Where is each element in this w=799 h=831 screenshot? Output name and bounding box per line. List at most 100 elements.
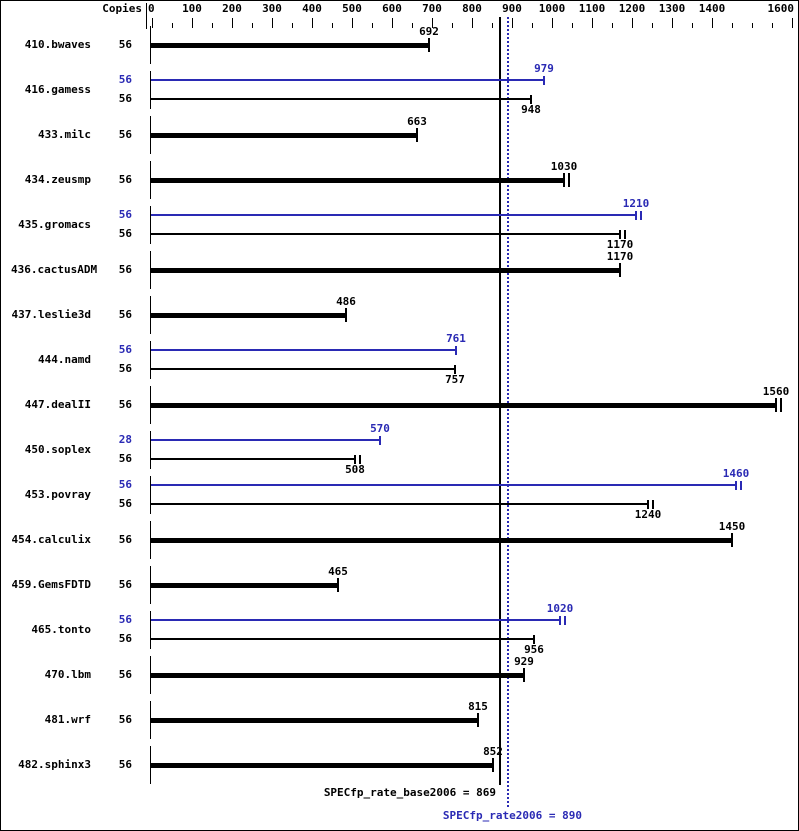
row-axis-baseline	[150, 521, 151, 559]
copies-value-label: 56	[118, 533, 132, 546]
bar-end-cap-secondary	[740, 481, 742, 490]
bar-end-cap	[477, 713, 479, 727]
row-axis-baseline	[150, 206, 151, 244]
x-axis-tick-label: 1600	[767, 2, 795, 15]
base-bar	[151, 313, 346, 318]
bar-end-cap	[619, 230, 621, 239]
copies-value-label: 56	[118, 497, 132, 510]
peak-summary-label: SPECfp_rate2006 = 890	[442, 809, 582, 822]
bar-end-cap	[379, 436, 381, 445]
bar-value-label: 1030	[550, 160, 578, 173]
base-bar	[151, 718, 478, 723]
bar-value-label: 486	[336, 295, 356, 308]
row-axis-baseline	[150, 386, 151, 424]
copies-value-label: 56	[118, 208, 132, 221]
bar-end-cap	[345, 308, 347, 322]
row-axis-baseline	[150, 296, 151, 334]
bar-end-cap-secondary	[568, 173, 570, 187]
x-axis-major-tick	[232, 18, 233, 28]
x-axis-major-tick	[512, 18, 513, 28]
base-bar	[151, 268, 620, 273]
x-axis-major-tick	[352, 18, 353, 28]
x-axis-tick-label: 300	[262, 2, 282, 15]
x-axis-tick-label: 900	[502, 2, 522, 15]
bar-value-label: 852	[483, 745, 503, 758]
copies-value-label: 56	[118, 362, 132, 375]
base-bar	[151, 673, 524, 678]
copies-value-label: 56	[118, 668, 132, 681]
copies-value-label: 56	[118, 758, 132, 771]
x-axis-major-tick	[672, 18, 673, 28]
peak-bar	[151, 439, 380, 441]
bar-value-label: 979	[534, 62, 554, 75]
x-axis-minor-tick	[412, 23, 413, 28]
bar-value-label: 1240	[634, 508, 662, 521]
peak-bar	[151, 484, 736, 486]
bar-end-cap-secondary	[640, 211, 642, 220]
bar-end-cap	[337, 578, 339, 592]
row-axis-baseline	[150, 656, 151, 694]
copies-value-label: 56	[118, 713, 132, 726]
base-bar	[151, 583, 338, 588]
x-axis-tick-label: 400	[302, 2, 322, 15]
bar-end-cap	[619, 263, 621, 277]
x-axis-minor-tick	[212, 23, 213, 28]
bar-end-cap	[775, 398, 777, 412]
base-mean-line	[499, 17, 501, 785]
copies-value-label: 56	[118, 128, 132, 141]
benchmark-name-label: 459.GemsFDTD	[11, 578, 91, 591]
x-axis-tick-label: 1000	[538, 2, 566, 15]
base-bar	[151, 98, 531, 100]
x-axis-major-tick	[592, 18, 593, 28]
bar-value-label: 663	[407, 115, 427, 128]
x-axis-minor-tick	[732, 23, 733, 28]
copies-value-label: 28	[118, 433, 132, 446]
copies-value-label: 56	[118, 38, 132, 51]
x-axis-major-tick	[192, 18, 193, 28]
x-axis-tick-label: 0	[148, 2, 155, 15]
row-axis-baseline	[150, 476, 151, 514]
base-summary-label: SPECfp_rate_base2006 = 869	[323, 786, 496, 799]
x-axis-major-tick	[392, 18, 393, 28]
peak-bar	[151, 214, 636, 216]
x-axis-tick-label: 600	[382, 2, 402, 15]
bar-end-cap	[492, 758, 494, 772]
peak-bar	[151, 79, 544, 81]
bar-value-label: 1460	[722, 467, 750, 480]
row-axis-baseline	[150, 116, 151, 154]
base-bar	[151, 538, 732, 543]
base-bar	[151, 178, 564, 183]
base-bar	[151, 43, 429, 48]
bar-value-label: 815	[468, 700, 488, 713]
x-axis-major-tick	[432, 18, 433, 28]
base-bar	[151, 503, 648, 505]
x-axis-minor-tick	[652, 23, 653, 28]
bar-end-cap	[416, 128, 418, 142]
x-axis-minor-tick	[532, 23, 533, 28]
bar-value-label: 1450	[718, 520, 746, 533]
x-axis-major-tick	[632, 18, 633, 28]
x-axis-tick-label: 1200	[618, 2, 646, 15]
bar-end-cap	[354, 455, 356, 464]
bar-value-label: 948	[521, 103, 541, 116]
x-axis-tick-label: 200	[222, 2, 242, 15]
copies-value-label: 56	[118, 478, 132, 491]
bar-end-cap-secondary	[359, 455, 361, 464]
x-axis-minor-tick	[292, 23, 293, 28]
x-axis-minor-tick	[572, 23, 573, 28]
bar-value-label: 570	[370, 422, 390, 435]
benchmark-name-label: 481.wrf	[44, 713, 91, 726]
row-axis-baseline	[150, 71, 151, 109]
bar-end-cap-secondary	[780, 398, 782, 412]
copies-value-label: 56	[118, 227, 132, 240]
bar-end-cap	[559, 616, 561, 625]
x-axis-major-tick	[152, 18, 153, 28]
bar-end-cap	[647, 500, 649, 509]
copies-value-label: 56	[118, 613, 132, 626]
x-axis-minor-tick	[692, 23, 693, 28]
benchmark-name-label: 454.calculix	[11, 533, 91, 546]
x-axis-minor-tick	[752, 23, 753, 28]
bar-end-cap	[533, 635, 535, 644]
bar-end-cap	[543, 76, 545, 85]
